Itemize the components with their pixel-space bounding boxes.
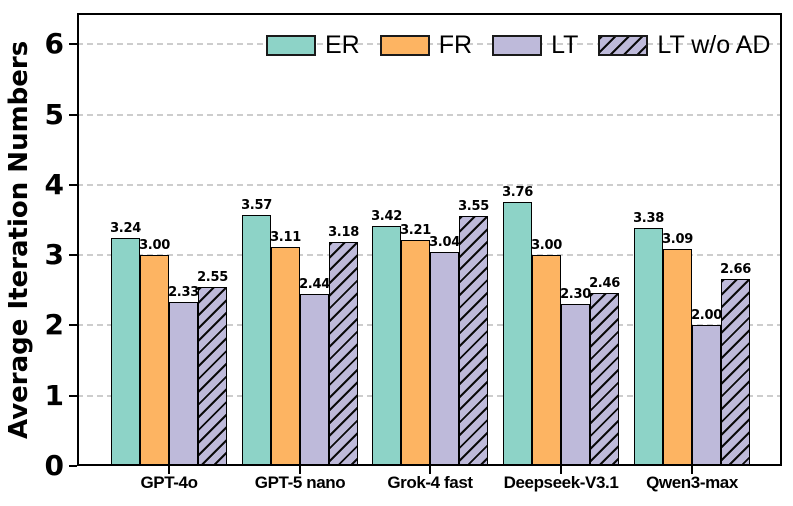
legend-swatch bbox=[379, 35, 430, 56]
legend-label: LT bbox=[551, 31, 579, 59]
bar bbox=[561, 304, 590, 466]
bar bbox=[503, 201, 532, 466]
y-tick-mark bbox=[69, 113, 77, 116]
bar bbox=[634, 228, 663, 466]
bar-value-label: 2.55 bbox=[197, 269, 228, 285]
y-tick-mark bbox=[69, 183, 77, 186]
bar-value-label: 3.76 bbox=[502, 184, 533, 200]
x-tick-label-4: Deepseek-V3.1 bbox=[503, 473, 619, 492]
x-tick-label-2: GPT-5 nano bbox=[254, 473, 346, 492]
y-tick-mark bbox=[69, 324, 77, 327]
y-tick-label: 3 bbox=[44, 238, 64, 272]
x-tick-mark bbox=[560, 466, 562, 474]
bar bbox=[532, 255, 561, 466]
bar-value-label: 3.42 bbox=[371, 208, 402, 224]
bar-value-label: 3.04 bbox=[429, 235, 460, 251]
x-tick-label-5: Qwen3-max bbox=[646, 473, 738, 492]
y-tick-label: 1 bbox=[44, 378, 64, 412]
bar bbox=[721, 279, 750, 466]
bar bbox=[663, 248, 692, 466]
bar-value-label: 3.57 bbox=[241, 198, 272, 214]
legend-swatch bbox=[492, 35, 543, 56]
x-tick-mark bbox=[691, 466, 693, 474]
x-tick-mark bbox=[299, 466, 301, 474]
legend-label: ER bbox=[325, 31, 360, 59]
bar bbox=[459, 216, 488, 466]
y-tick-mark bbox=[69, 394, 77, 397]
bar-value-label: 2.30 bbox=[560, 287, 591, 303]
y-tick-label: 0 bbox=[44, 449, 64, 482]
bar-value-label: 3.21 bbox=[400, 223, 431, 239]
bar bbox=[329, 242, 358, 466]
legend-item-er: ER bbox=[266, 33, 360, 58]
bar bbox=[430, 252, 459, 466]
bar-value-label: 2.44 bbox=[299, 277, 330, 293]
plot-area: 3.24 3.57 3.42 3.76 3.38 3.00 3.11 3.21 3.00 3.09… bbox=[77, 13, 782, 466]
legend-item-lt-w-o-ad: LT w/o AD bbox=[598, 33, 770, 58]
bar bbox=[198, 286, 227, 466]
x-tick-label-1: GPT-4o bbox=[140, 473, 198, 492]
legend-label: LT w/o AD bbox=[657, 31, 771, 59]
bar bbox=[111, 238, 140, 466]
bar bbox=[271, 247, 300, 466]
y-tick-mark bbox=[69, 465, 77, 467]
bar bbox=[169, 302, 198, 466]
bar-value-label: 2.46 bbox=[589, 276, 620, 292]
legend-item-fr: FR bbox=[379, 31, 473, 59]
bar-value-label: 2.66 bbox=[720, 262, 751, 278]
gridline-y5 bbox=[77, 113, 782, 116]
y-tick-label: 5 bbox=[44, 97, 64, 131]
bar-value-label: 3.00 bbox=[139, 238, 170, 254]
legend-swatch bbox=[598, 35, 649, 56]
legend: ER FR LT LT w/o AD bbox=[266, 33, 770, 58]
bar-value-label: 3.00 bbox=[531, 238, 562, 254]
y-tick-mark bbox=[69, 254, 77, 257]
y-tick-label: 6 bbox=[44, 27, 64, 61]
bar bbox=[590, 293, 619, 466]
bar bbox=[692, 325, 721, 466]
y-tick-mark bbox=[69, 43, 77, 46]
legend-label: FR bbox=[438, 31, 473, 59]
bar-value-label: 3.11 bbox=[270, 230, 301, 246]
y-tick-label: 2 bbox=[44, 308, 64, 342]
legend-item-lt: LT bbox=[492, 33, 578, 58]
gridline-y4 bbox=[77, 183, 782, 186]
y-tick-label: 4 bbox=[44, 167, 64, 201]
bar-value-label: 3.18 bbox=[328, 225, 359, 241]
bar bbox=[372, 225, 401, 466]
bar bbox=[140, 255, 169, 466]
bar-value-label: 3.24 bbox=[110, 221, 141, 237]
bar bbox=[401, 240, 430, 466]
bar-value-label: 3.55 bbox=[458, 199, 489, 215]
legend-swatch bbox=[266, 35, 316, 56]
bar-value-label: 3.09 bbox=[662, 231, 693, 247]
x-tick-mark bbox=[429, 466, 431, 474]
x-tick-label-3: Grok-4 fast bbox=[387, 473, 473, 492]
bar bbox=[242, 215, 271, 466]
bar-value-label: 2.33 bbox=[168, 285, 199, 301]
bar bbox=[300, 294, 329, 466]
bar-value-label: 3.38 bbox=[633, 211, 664, 227]
bar-value-label: 2.00 bbox=[691, 308, 722, 324]
x-tick-mark bbox=[168, 466, 170, 474]
